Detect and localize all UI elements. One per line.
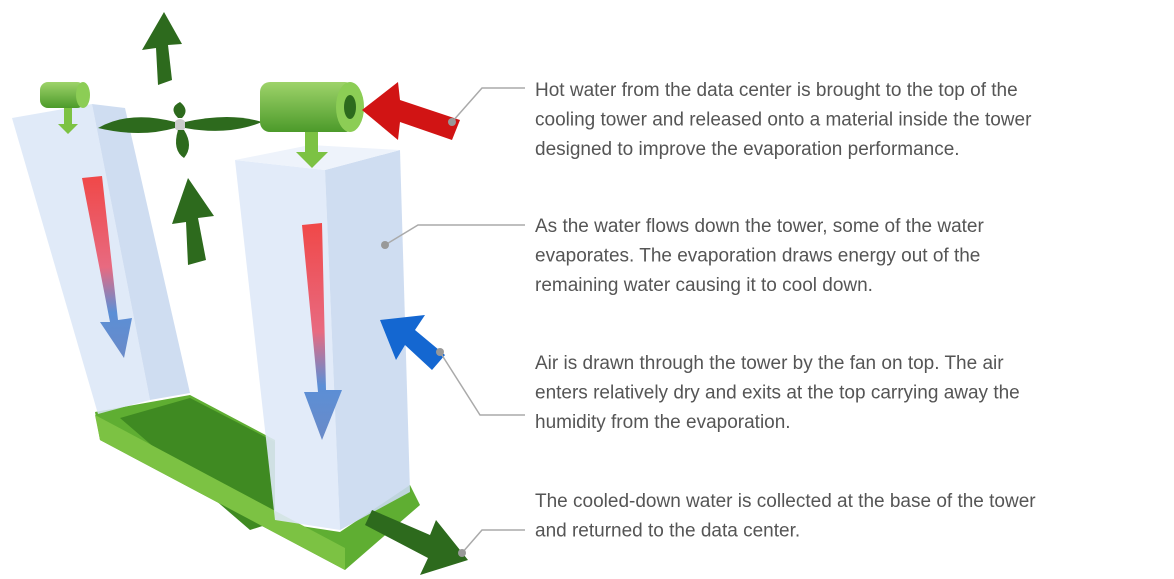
annotation-line: and returned to the data center. [535,521,800,542]
fan [40,82,364,168]
annotation-line: As the water flows down the tower, some … [535,216,985,237]
annotation-line: evaporates. The evaporation draws energy… [535,246,980,267]
annotation-line: humidity from the evaporation. [535,412,791,433]
annotation-line: enters relatively dry and exits at the t… [535,383,1020,404]
annotation-line: designed to improve the evaporation perf… [535,139,960,160]
annotation-line: Hot water from the data center is brough… [535,80,1018,101]
annotation-line: remaining water causing it to cool down. [535,275,873,296]
leader-lines [381,87,525,557]
arrows [142,12,468,575]
tower-base [95,395,420,570]
annotation-line: cooling tower and released onto a materi… [535,110,1032,131]
annotation-line: Air is drawn through the tower by the fa… [535,353,1004,374]
annotations: Hot water from the data center is brough… [535,80,1036,542]
annotation-line: The cooled-down water is collected at th… [535,491,1036,512]
left-tower [12,104,190,414]
